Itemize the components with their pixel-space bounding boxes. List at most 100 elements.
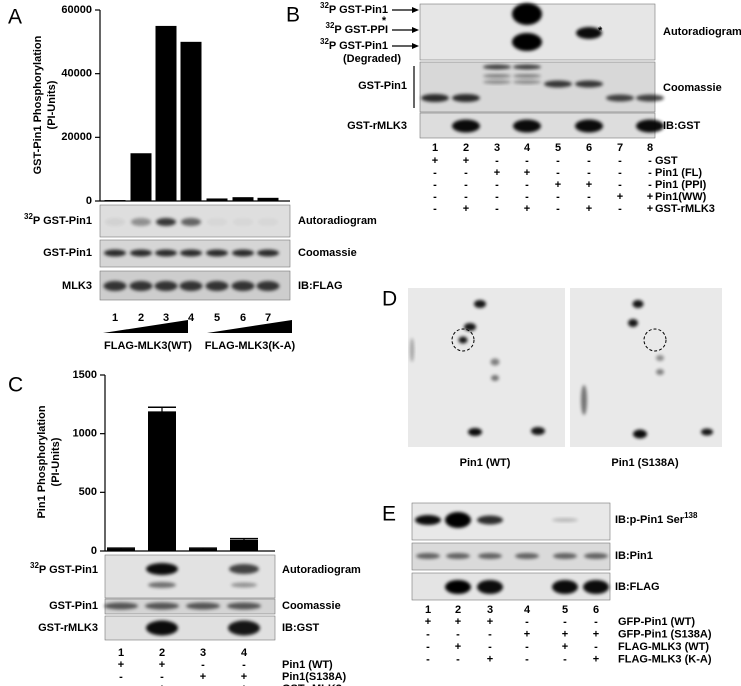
condition-sign: +	[118, 659, 124, 671]
panel-letter: C	[8, 374, 23, 397]
condition-label: Pin1(S138A)	[282, 671, 347, 683]
band	[478, 553, 502, 559]
condition-sign: -	[433, 167, 437, 179]
superscript: 138	[684, 511, 698, 520]
lane-number: 2	[463, 142, 469, 154]
band	[701, 428, 713, 436]
arrow-head	[412, 43, 419, 49]
condition-label: Pin1(WW)	[655, 191, 707, 203]
condition-sign: -	[525, 155, 529, 167]
band	[232, 249, 254, 257]
lane-number: 4	[524, 142, 531, 154]
lane-number: 8	[647, 142, 653, 154]
readout-label: IB:p-Pin1 Ser138	[615, 511, 698, 526]
label-text: P GST-Pin1	[39, 564, 98, 576]
band	[483, 80, 511, 84]
band	[256, 281, 280, 291]
condition-sign: +	[494, 167, 500, 179]
band	[490, 358, 500, 366]
band	[636, 119, 664, 133]
condition-sign: -	[587, 191, 591, 203]
condition-sign: -	[587, 167, 591, 179]
row-label: GST-rMLK3	[38, 622, 98, 634]
superscript: 32	[326, 21, 335, 30]
condition-sign: -	[556, 167, 560, 179]
band-label: 32P GST-PPI	[326, 21, 389, 36]
bar	[104, 200, 126, 201]
row-label: 32P GST-Pin1	[30, 561, 98, 576]
lane-number: 3	[163, 312, 169, 324]
blot-strip	[411, 542, 611, 571]
condition-sign: +	[586, 179, 592, 191]
condition-label: FLAG-MLK3 (K-A)	[618, 653, 712, 665]
panel-letter: B	[286, 4, 300, 27]
band	[552, 580, 578, 594]
band	[531, 427, 545, 435]
band	[148, 582, 176, 588]
band	[584, 553, 608, 559]
condition-sign: -	[648, 167, 652, 179]
readout-label: Coomassie	[663, 82, 722, 94]
band	[513, 80, 541, 84]
band	[179, 281, 203, 291]
bar	[107, 548, 135, 551]
label-text: P GST-PPI	[334, 24, 388, 36]
band	[231, 281, 255, 291]
lane-number: 3	[200, 647, 206, 659]
condition-sign: -	[525, 616, 529, 628]
condition-sign: -	[525, 653, 529, 665]
dashed-circle	[451, 328, 475, 352]
condition-sign: -	[119, 683, 123, 686]
readout-label: IB:Pin1	[615, 550, 653, 562]
gel-image	[408, 288, 565, 447]
condition-sign: -	[618, 203, 622, 215]
lane-number: 1	[432, 142, 438, 154]
condition-sign: -	[587, 155, 591, 167]
bar	[206, 198, 228, 201]
condition-sign: -	[495, 203, 499, 215]
band	[446, 553, 470, 559]
lane-number: 5	[562, 604, 568, 616]
condition-sign: -	[648, 155, 652, 167]
panel-letter: D	[382, 288, 397, 311]
band	[180, 249, 202, 257]
row-label: GST-Pin1	[43, 247, 92, 259]
condition-sign: +	[562, 628, 568, 640]
condition-sign: +	[159, 683, 165, 686]
band	[512, 33, 542, 51]
label-text: P GST-Pin1	[33, 215, 92, 227]
band	[146, 620, 178, 636]
readout-label: IB:FLAG	[298, 280, 343, 292]
condition-sign: +	[463, 155, 469, 167]
condition-sign: +	[586, 203, 592, 215]
y-tick-label: 1000	[73, 428, 97, 440]
band	[229, 564, 259, 574]
dashed-circle	[643, 328, 667, 352]
readout-label: IB:GST	[282, 622, 320, 634]
band	[474, 300, 486, 308]
group-label: FLAG-MLK3(WT)	[104, 340, 192, 352]
condition-sign: -	[594, 641, 598, 653]
condition-sign: -	[426, 641, 430, 653]
condition-sign: -	[618, 179, 622, 191]
band	[257, 249, 279, 257]
arrow-head	[412, 7, 419, 13]
lane-number: 6	[240, 312, 246, 324]
readout-label: Autoradiogram	[282, 564, 361, 576]
panel-letter: A	[8, 6, 22, 29]
condition-sign: +	[524, 628, 530, 640]
condition-sign: +	[593, 628, 599, 640]
lane-number: 1	[118, 647, 124, 659]
band	[421, 94, 449, 102]
band-label: 32P GST-Pin1	[320, 1, 388, 16]
condition-sign: +	[487, 653, 493, 665]
readout-label: IB:GST	[663, 120, 701, 132]
band	[156, 218, 176, 226]
marker: *	[598, 25, 603, 37]
band	[477, 580, 503, 594]
band	[477, 515, 503, 525]
condition-sign: -	[456, 628, 460, 640]
condition-sign: +	[432, 155, 438, 167]
band	[205, 281, 229, 291]
band	[452, 94, 480, 102]
